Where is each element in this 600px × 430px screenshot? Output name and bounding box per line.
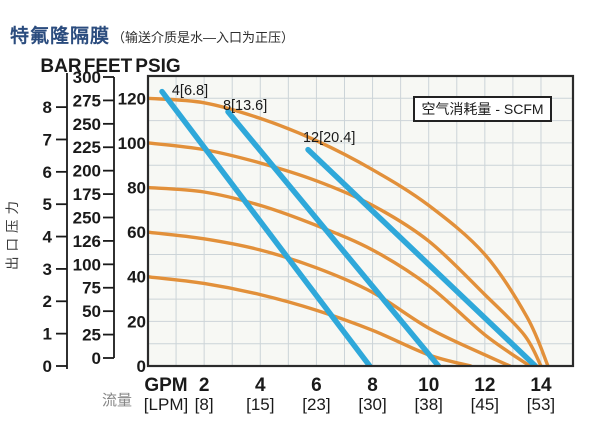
feet-tick-label: 275 — [73, 91, 101, 110]
fluid-curve-air-inlet-100-psi — [147, 141, 543, 367]
bar-tick-label: 7 — [43, 130, 52, 149]
x-tick-lpm: [15] — [246, 395, 274, 414]
x-tick-lpm: [23] — [302, 395, 330, 414]
fluid-curve-air-inlet-80-psi — [147, 185, 532, 367]
bar-tick-label: 3 — [43, 260, 52, 279]
bar-tick-label: 0 — [43, 357, 52, 376]
bar-tick-label: 5 — [43, 195, 52, 214]
air-line-label-12-scfm: 12[20.4] — [303, 130, 355, 146]
fluid-curve-air-inlet-60-psi — [147, 230, 512, 367]
feet-tick-label: 225 — [73, 138, 101, 157]
psig-tick-label: 80 — [127, 178, 146, 197]
psig-header: PSIG — [135, 56, 180, 77]
feet-tick-label: 200 — [73, 162, 101, 181]
x-tick-gpm: 6 — [311, 375, 322, 396]
outlet-pressure-caption: 出口压力 — [5, 196, 20, 270]
psig-tick-label: 0 — [137, 357, 146, 376]
air-consumption-line-4-scfm — [159, 88, 373, 367]
x-tick-gpm: 2 — [199, 375, 210, 396]
x-tick-gpm: 10 — [418, 375, 439, 396]
bar-axis: 8 7 6 5 4 3 2 1 0 — [43, 73, 68, 376]
bar-tick-label: 4 — [43, 228, 53, 247]
air-consumption-line-8-scfm — [225, 108, 442, 367]
legend-label: 空气消耗量 - SCFM — [421, 101, 543, 117]
feet-header: FEET — [84, 56, 133, 77]
x-tick-gpm: 8 — [367, 375, 378, 396]
x-tick-gpm: 12 — [474, 375, 495, 396]
air-line-label-4-scfm: 4[6.8] — [172, 83, 208, 99]
psig-tick-label: 100 — [118, 134, 146, 153]
page-title-main: 特氟隆隔膜 — [10, 26, 111, 47]
feet-tick-label: 300 — [73, 68, 101, 87]
psig-tick-label: 40 — [127, 268, 146, 287]
x-tick-lpm: [30] — [358, 395, 386, 414]
x-unit-gpm: GPM — [144, 375, 187, 396]
psig-tick-label: 60 — [127, 223, 146, 242]
feet-tick-label: 250 — [73, 208, 101, 227]
x-unit-lpm: [LPM] — [144, 395, 188, 414]
legend-box — [413, 96, 552, 122]
feet-tick-label: 25 — [82, 326, 101, 345]
feet-tick-label: 126 — [73, 232, 101, 251]
x-tick-gpm: 14 — [530, 375, 552, 396]
bar-tick-label: 1 — [43, 325, 52, 344]
air-line-label-8-scfm: 8[13.6] — [223, 98, 267, 114]
psig-axis: 120 100 80 60 40 20 0 — [118, 89, 146, 376]
plot-border — [146, 74, 575, 368]
feet-tick-label: 75 — [82, 279, 101, 298]
x-tick-lpm: [53] — [527, 395, 555, 414]
legend: 空气消耗量 - SCFM — [413, 96, 552, 122]
x-tick-lpm: [38] — [415, 395, 443, 414]
air-consumption-lines — [159, 88, 539, 367]
bar-tick-label: 2 — [43, 292, 52, 311]
grid-lines — [148, 76, 573, 366]
psig-tick-label: 20 — [127, 312, 146, 331]
x-tick-gpm: 4 — [255, 375, 266, 396]
bar-tick-label: 6 — [43, 163, 52, 182]
feet-tick-label: 50 — [82, 302, 101, 321]
x-tick-lpm: [45] — [471, 395, 499, 414]
page-title-note: （输送介质是水—入口为正压） — [112, 30, 295, 45]
psig-tick-label: 120 — [118, 89, 146, 108]
fluid-curve-air-inlet-120-psi — [147, 96, 550, 367]
plot-area — [148, 76, 573, 366]
air-consumption-line-12-scfm — [305, 146, 539, 367]
feet-tick-label: 100 — [73, 255, 101, 274]
x-tick-lpm: [8] — [195, 395, 214, 414]
bar-tick-label: 8 — [43, 98, 52, 117]
feet-tick-label: 175 — [73, 185, 101, 204]
feet-tick-label: 250 — [73, 115, 101, 134]
bar-header: BAR — [40, 56, 81, 77]
page-title: 特氟隆隔膜 （输送介质是水—入口为正压） — [10, 21, 294, 48]
x-axis: GPM[LPM] 2[8] 4[15] 6[23] 8[30] 10[38] 12[45] 1… — [144, 375, 555, 414]
feet-tick-label: 0 — [92, 349, 101, 368]
flow-caption: 流量 — [102, 392, 132, 409]
